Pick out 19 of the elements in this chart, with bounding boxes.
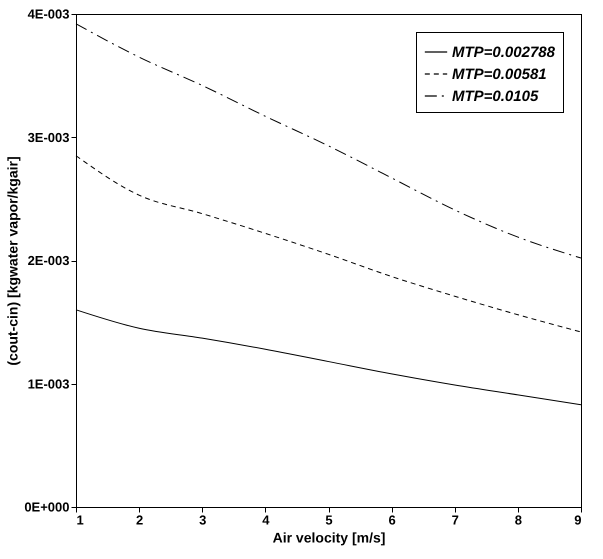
y-tick-label: 1E-003 <box>28 376 70 392</box>
y-tick-label: 3E-003 <box>28 130 70 145</box>
x-tick-label: 9 <box>574 512 582 528</box>
y-tick-label: 2E-003 <box>28 253 70 268</box>
x-tick-label: 6 <box>388 512 396 528</box>
x-tick-label: 7 <box>452 512 459 528</box>
y-tick-label: 4E-003 <box>28 6 70 22</box>
x-tick-label: 8 <box>514 512 522 528</box>
x-tick-label: 1 <box>76 512 84 528</box>
x-tick-label: 4 <box>262 512 270 528</box>
x-axis-title: Air velocity [m/s] <box>272 530 386 546</box>
legend-label: MTP=0.0105 <box>452 88 539 105</box>
legend-label: MTP=0.00581 <box>452 66 547 83</box>
x-tick-label: 3 <box>199 512 206 528</box>
y-axis-title: (cout-cin) [kgwater vapor/kgair] <box>4 156 20 366</box>
y-tick-label: 0E+000 <box>24 500 70 514</box>
x-tick-label: 5 <box>325 512 333 528</box>
x-tick-label: 2 <box>136 512 144 528</box>
legend-label: MTP=0.002788 <box>452 44 556 61</box>
